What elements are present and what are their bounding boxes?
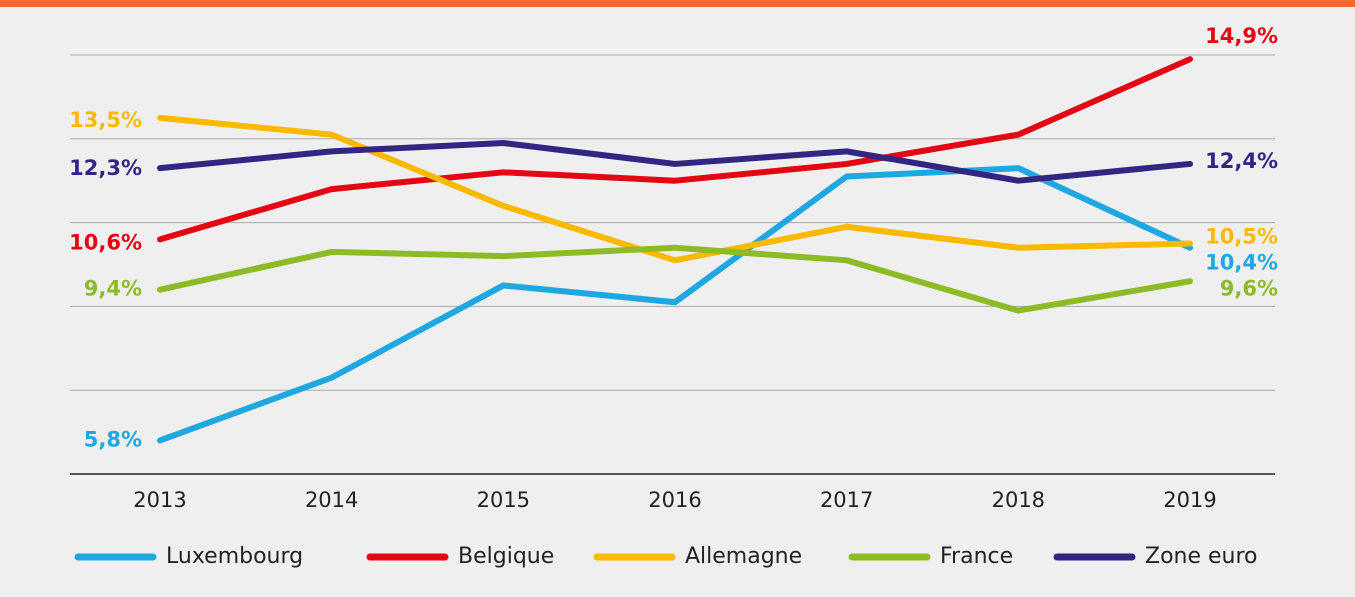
legend-label: Luxembourg bbox=[166, 544, 303, 569]
legend-label: Allemagne bbox=[685, 544, 802, 569]
x-tick-label: 2018 bbox=[992, 488, 1045, 512]
x-tick-label: 2015 bbox=[477, 488, 530, 512]
x-tick-label: 2016 bbox=[648, 488, 701, 512]
value-label: 9,4% bbox=[84, 277, 142, 301]
top-bar bbox=[0, 0, 1355, 7]
value-label: 12,4% bbox=[1205, 149, 1278, 173]
legend-label: France bbox=[940, 544, 1013, 569]
line bbox=[157, 139, 1193, 184]
x-tick-label: 2014 bbox=[305, 488, 358, 512]
value-label: 10,4% bbox=[1205, 251, 1278, 275]
x-tick-label: 2019 bbox=[1163, 488, 1216, 512]
value-label: 13,5% bbox=[69, 108, 142, 132]
value-label: 5,8% bbox=[84, 427, 142, 451]
value-label: 10,5% bbox=[1205, 225, 1278, 249]
value-label: 9,6% bbox=[1220, 276, 1278, 300]
line bbox=[157, 165, 1193, 444]
value-label: 10,6% bbox=[69, 230, 142, 254]
value-label: 14,9% bbox=[1205, 24, 1278, 48]
legend-label: Zone euro bbox=[1145, 544, 1258, 569]
line bbox=[157, 244, 1193, 314]
x-tick-label: 2017 bbox=[820, 488, 873, 512]
line bbox=[157, 56, 1193, 243]
legend-label: Belgique bbox=[458, 544, 554, 569]
line bbox=[157, 114, 1193, 264]
value-label: 12,3% bbox=[69, 156, 142, 180]
x-tick-label: 2013 bbox=[133, 488, 186, 512]
